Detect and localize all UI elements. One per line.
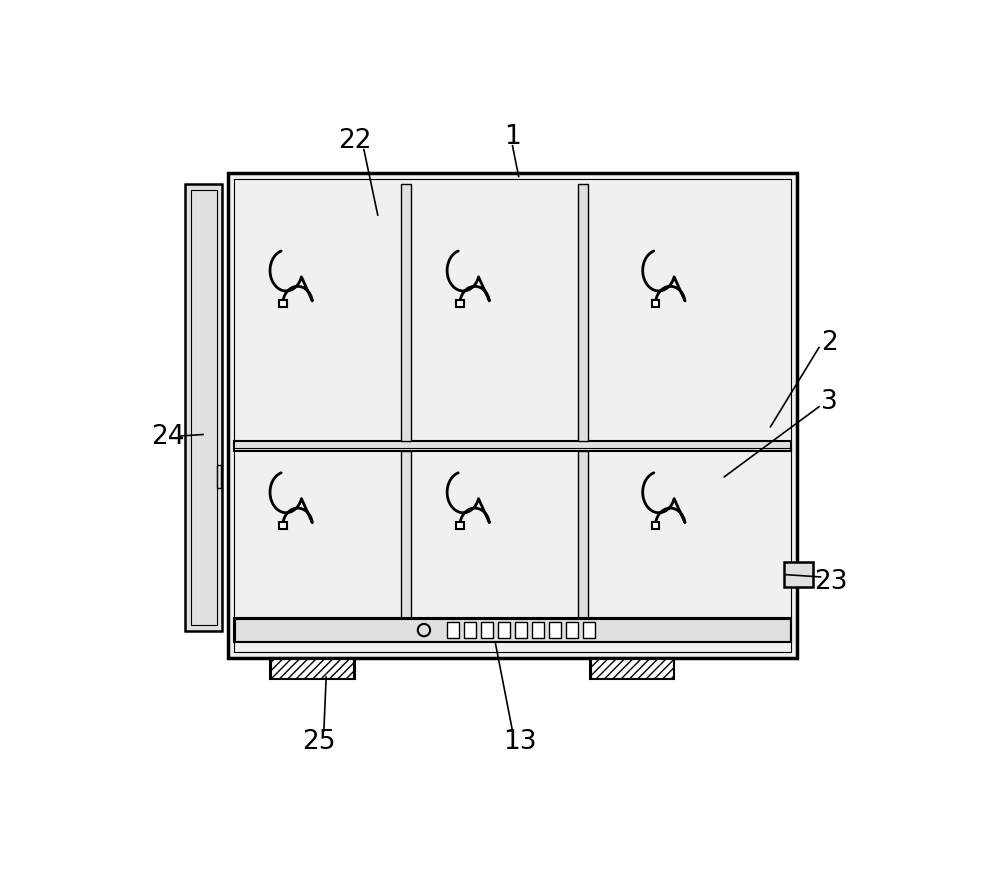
Bar [234,618,791,643]
Bar [401,452,411,639]
Bar [191,190,217,626]
Bar [235,620,790,641]
Bar [578,452,588,639]
Text: 1: 1 [504,123,521,149]
Bar [515,623,527,638]
Bar [578,185,588,441]
Text: 2: 2 [821,329,838,355]
Bar [456,522,464,529]
Bar [566,623,578,638]
Bar [271,660,353,678]
Bar [279,522,287,529]
Text: 22: 22 [338,128,371,154]
Bar [456,301,464,308]
Text: 24: 24 [151,423,184,449]
Bar [591,660,673,678]
Bar [270,658,355,680]
Text: 23: 23 [814,568,847,594]
Bar [447,623,459,638]
Bar [464,623,476,638]
Bar [234,180,791,652]
Text: 13: 13 [503,728,537,754]
Bar [401,185,411,441]
Bar [583,623,595,638]
Bar [652,301,659,308]
Bar [185,185,222,631]
Bar [228,174,797,658]
Text: 25: 25 [302,728,335,754]
Text: 3: 3 [821,389,838,415]
Bar [590,658,674,680]
Bar [234,441,791,452]
Bar [784,562,813,587]
Bar [498,623,510,638]
Bar [532,623,544,638]
Bar [217,466,221,489]
Bar [652,522,659,529]
Bar [279,301,287,308]
Bar [549,623,561,638]
Bar [481,623,493,638]
